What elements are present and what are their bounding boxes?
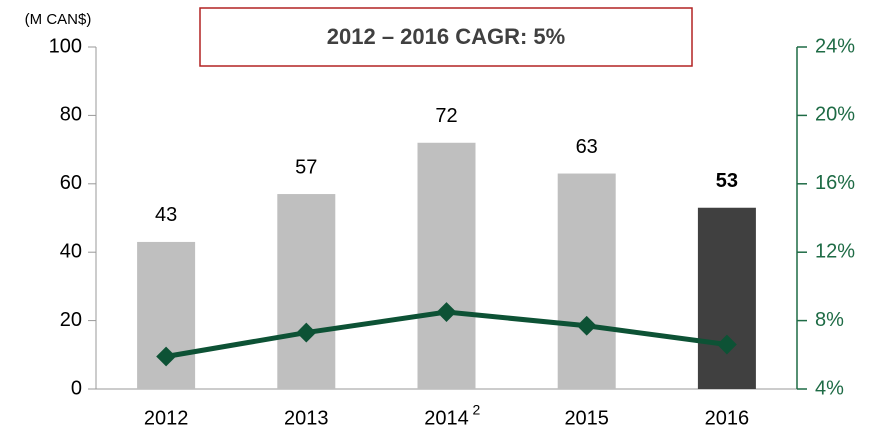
x-tick-superscript: 2 [473, 402, 481, 418]
x-tick-label: 2013 [284, 407, 329, 429]
line-point [717, 334, 737, 355]
line-point [576, 315, 597, 336]
unit-label: (M CAN$) [25, 11, 92, 28]
x-tick-label: 2014 [424, 407, 469, 429]
y2-tick-label: 16% [815, 172, 855, 194]
y-tick-label: 80 [60, 104, 82, 126]
line-point [296, 322, 317, 343]
line-point [436, 302, 457, 322]
x-tick-label: 2016 [705, 407, 750, 429]
annotation: 2012 – 2016 CAGR: 5% [327, 24, 565, 49]
y-tick-label: 60 [60, 172, 82, 194]
y2-tick-label: 20% [815, 104, 855, 126]
bar [277, 194, 336, 389]
x-tick-label: 2012 [144, 407, 189, 429]
line-point [156, 346, 176, 367]
value-label: 57 [295, 156, 317, 178]
y-tick-label: 0 [71, 377, 82, 399]
y-tick-label: 20 [60, 309, 82, 331]
annotation-box [199, 7, 693, 67]
bar [697, 207, 756, 389]
bar [557, 173, 616, 389]
y2-tick-label: 8% [815, 309, 844, 331]
value-label: 63 [576, 136, 598, 158]
value-label: 72 [435, 105, 457, 127]
bar [137, 241, 196, 389]
x-tick-label: 2015 [564, 407, 609, 429]
y2-tick-label: 4% [815, 377, 844, 399]
y2-tick-label: 12% [815, 240, 855, 262]
bar [417, 142, 476, 389]
y-tick-label: 40 [60, 240, 82, 262]
value-label: 53 [716, 170, 738, 192]
y2-tick-label: 24% [815, 35, 855, 57]
y-tick-label: 100 [49, 35, 82, 57]
value-label: 43 [155, 204, 177, 226]
